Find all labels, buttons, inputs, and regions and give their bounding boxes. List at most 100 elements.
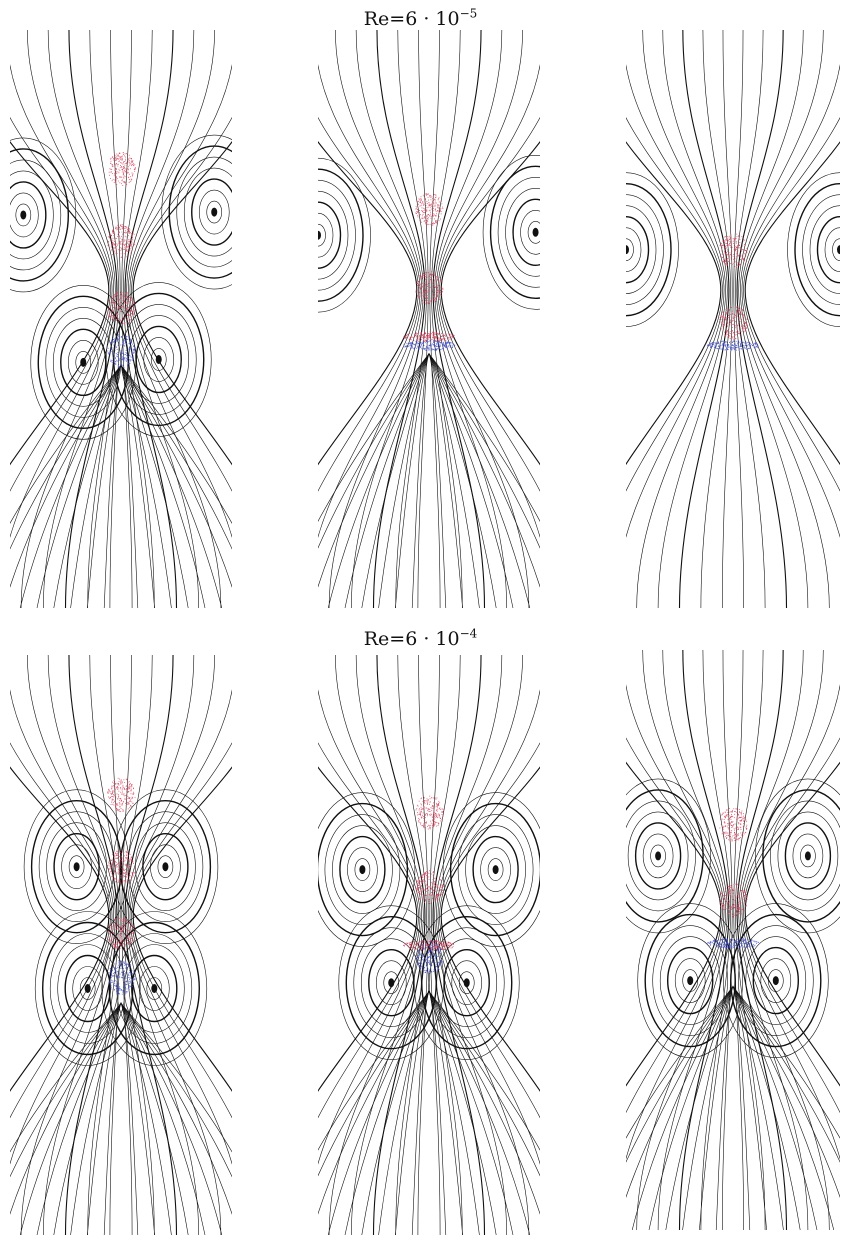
- drop-particle: [117, 336, 119, 338]
- drop-particle: [729, 839, 731, 841]
- drop-particle: [422, 274, 423, 276]
- drop-particle: [438, 215, 439, 217]
- drop-particle: [128, 158, 130, 160]
- drop-particle: [127, 300, 129, 302]
- drop-particle: [743, 317, 745, 319]
- drop-particle: [131, 924, 133, 926]
- drop-particle: [438, 216, 440, 217]
- drop-particle: [409, 338, 411, 340]
- drop-particle: [734, 250, 736, 252]
- drop-particle: [121, 963, 123, 964]
- drop-particle: [420, 823, 421, 825]
- drop-particle: [424, 825, 426, 827]
- drop-particle: [431, 951, 433, 952]
- drop-particle: [722, 905, 724, 907]
- streamline: [318, 742, 419, 1119]
- drop-particle: [426, 349, 427, 351]
- streamline: [372, 30, 426, 608]
- drop-particle: [120, 354, 122, 355]
- drop-particle: [435, 300, 437, 302]
- streamline: [124, 30, 178, 608]
- drop-particle: [114, 302, 116, 304]
- drop-particle: [715, 344, 717, 346]
- drop-particle: [131, 243, 133, 245]
- drop-particle: [121, 243, 123, 245]
- drop-particle: [116, 338, 118, 340]
- drop-particle: [734, 839, 736, 841]
- drop-particle: [120, 781, 122, 783]
- drop-particle: [112, 943, 114, 945]
- streamline-plot: [318, 30, 540, 608]
- plume-streamline: [36, 364, 206, 608]
- drop-particle: [107, 347, 109, 349]
- drop-particle: [423, 293, 425, 295]
- drop-particle: [113, 794, 115, 795]
- drop-particle: [117, 971, 119, 973]
- drop-particle: [410, 342, 412, 343]
- drop-particle: [111, 249, 112, 251]
- drop-particle: [129, 864, 131, 866]
- drop-particle: [728, 309, 730, 310]
- drop-particle: [121, 809, 123, 811]
- drop-particle: [723, 342, 724, 344]
- drop-particle: [117, 318, 119, 320]
- drop-particle: [109, 315, 110, 317]
- drop-particle: [429, 272, 431, 274]
- drop-particle: [435, 215, 436, 217]
- vortex-streamline: [458, 971, 475, 995]
- drop-particle: [132, 348, 134, 350]
- drop-particle: [727, 325, 728, 327]
- drop-particle: [714, 344, 716, 346]
- drop-particle: [732, 340, 734, 342]
- drop-particle: [726, 347, 727, 349]
- streamline: [43, 30, 116, 608]
- drop-particle: [123, 860, 125, 862]
- drop-particle: [419, 286, 421, 288]
- drop-particle: [728, 814, 730, 816]
- drop-particle: [122, 791, 123, 793]
- drop-particle: [435, 943, 436, 944]
- drop-particle: [722, 331, 724, 332]
- drop-particle: [109, 866, 111, 868]
- drop-particle: [130, 350, 132, 352]
- drop-particle: [116, 966, 118, 968]
- drop-particle: [127, 308, 129, 310]
- drop-particle: [452, 946, 454, 947]
- drop-particle: [725, 331, 727, 333]
- drop-particle: [120, 295, 121, 297]
- drop-particle: [112, 299, 114, 301]
- drop-particle: [113, 353, 115, 355]
- drop-particle: [112, 862, 114, 864]
- drop-particle: [438, 289, 440, 291]
- drop-particle: [124, 869, 126, 870]
- drop-particle: [436, 945, 438, 947]
- drop-particle: [115, 944, 117, 946]
- drop-particle: [113, 780, 115, 781]
- drop-particle: [120, 961, 122, 963]
- drop-particle: [443, 338, 445, 340]
- drop-particle: [117, 789, 119, 790]
- drop-particle: [420, 946, 422, 947]
- drop-particle: [130, 342, 132, 344]
- drop-particle: [110, 968, 112, 969]
- drop-particle: [417, 346, 419, 348]
- drop-particle: [422, 282, 424, 284]
- drop-particle: [755, 344, 757, 346]
- drop-particle: [736, 812, 738, 813]
- drop-particle: [721, 328, 723, 330]
- drop-particle: [735, 827, 737, 829]
- drop-particle: [436, 816, 438, 818]
- drop-particle: [432, 203, 434, 204]
- drop-particle: [126, 874, 128, 875]
- drop-particle: [743, 815, 744, 817]
- streamline: [431, 655, 463, 1235]
- drop-particle: [435, 290, 437, 292]
- plume-streamline: [10, 1002, 232, 1153]
- drop-particle: [434, 821, 436, 823]
- drop-particle: [431, 348, 433, 350]
- vortex-streamline: [113, 292, 205, 427]
- drop-particle: [126, 256, 128, 258]
- drop-particle: [433, 344, 435, 346]
- drop-particle: [125, 312, 127, 313]
- drop-cloud: [403, 331, 455, 343]
